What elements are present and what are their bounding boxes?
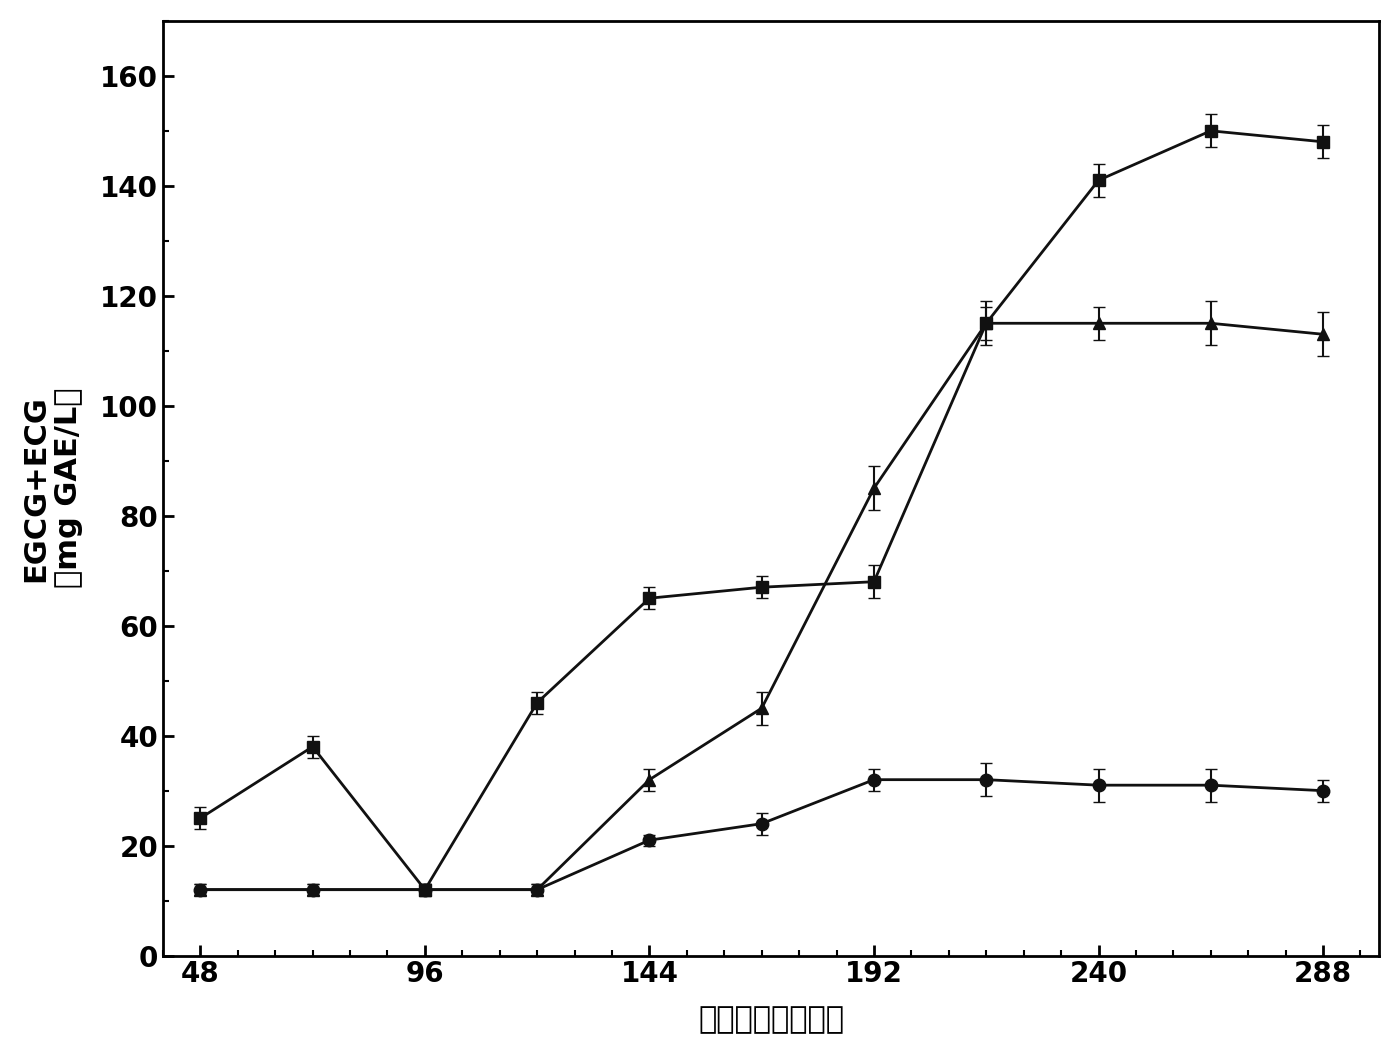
Y-axis label: EGCG+ECG
（mg GAE/L）: EGCG+ECG （mg GAE/L） — [21, 388, 84, 589]
X-axis label: 培养时间（小时）: 培养时间（小时） — [699, 1005, 844, 1034]
